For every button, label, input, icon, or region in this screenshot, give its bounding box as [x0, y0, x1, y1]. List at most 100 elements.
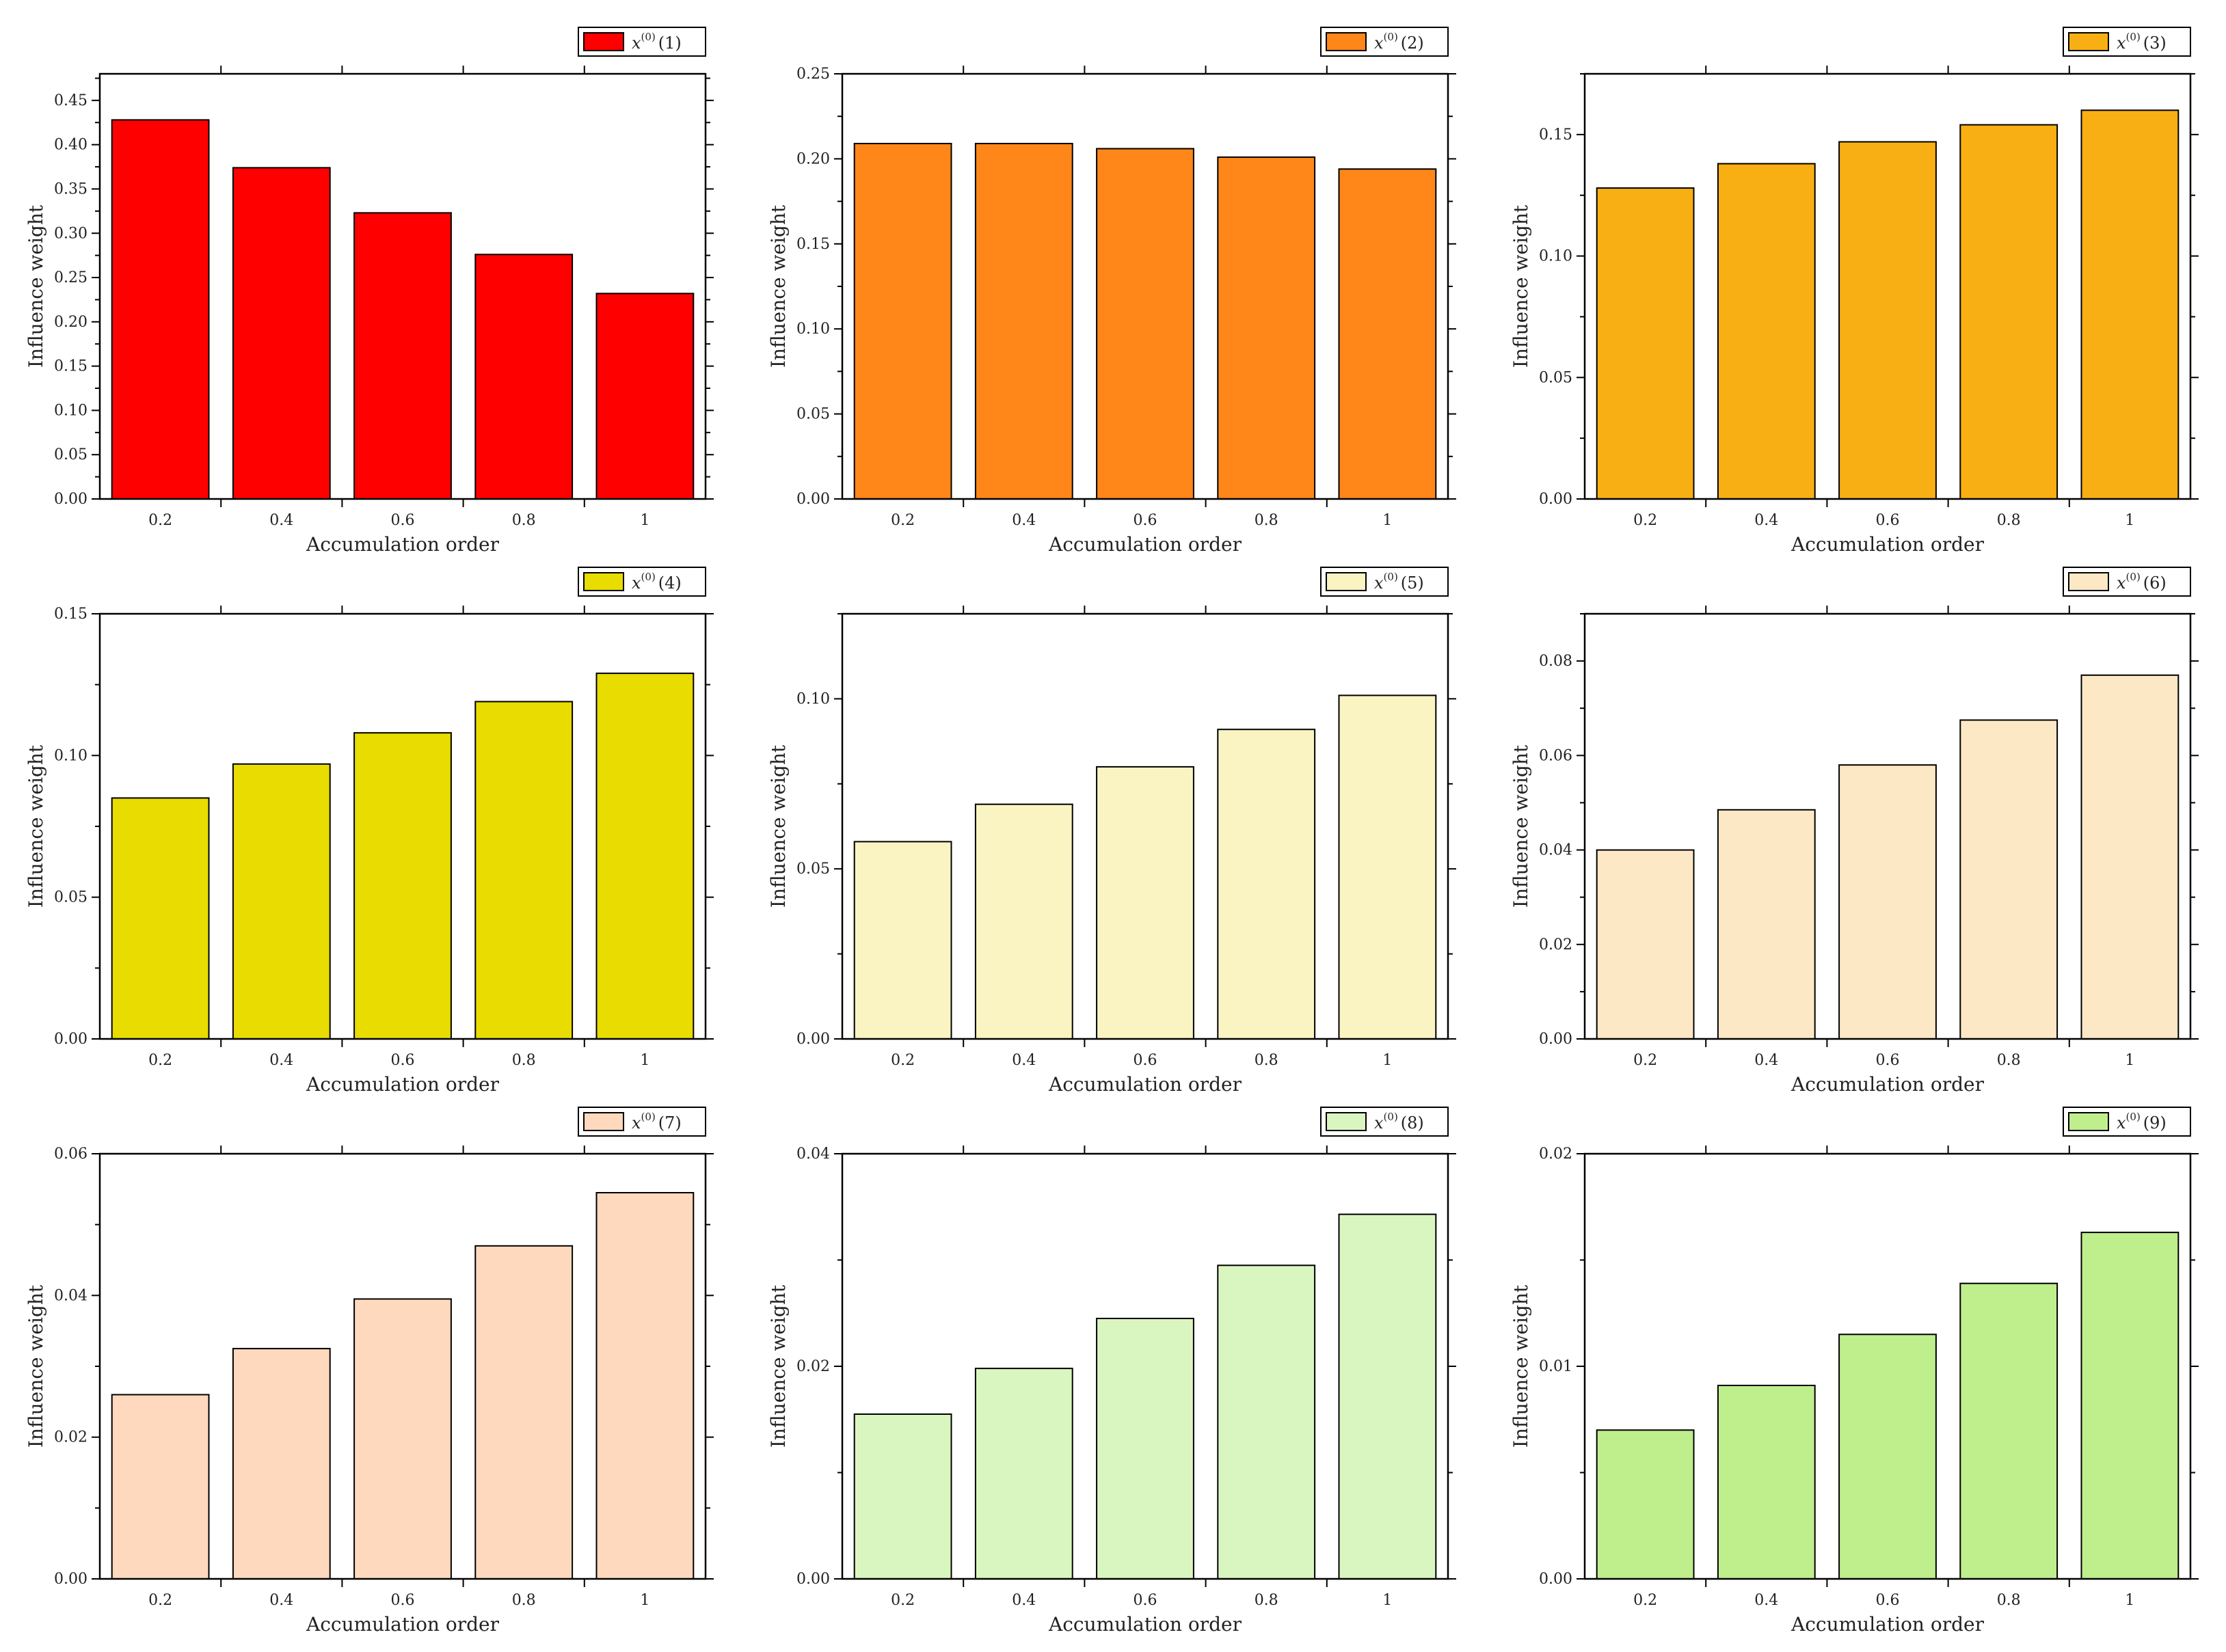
x-tick-label: 0.8 — [512, 512, 536, 529]
y-tick-label: 0.25 — [54, 269, 88, 286]
bar — [353, 212, 452, 500]
bar — [1596, 187, 1695, 500]
x-tick-label: 0.8 — [512, 1052, 536, 1069]
bar — [1217, 1264, 1316, 1580]
y-axis-label: Influence weight — [1510, 744, 1532, 908]
y-tick-label: 0.00 — [1539, 1571, 1572, 1588]
x-tick-label: 0.6 — [1876, 1592, 1900, 1609]
y-tick-label: 0.15 — [54, 358, 88, 375]
bar — [1338, 1213, 1437, 1580]
y-tick-label: 0.04 — [796, 1146, 830, 1163]
bar — [1717, 163, 1816, 500]
bar — [474, 1245, 574, 1580]
x-axis-label: Accumulation order — [1048, 533, 1242, 556]
x-tick-label: 0.6 — [1134, 1052, 1157, 1069]
x-tick-label: 0.4 — [1012, 1592, 1036, 1609]
y-tick-label: 0.05 — [54, 446, 88, 463]
x-tick-label: 1 — [2125, 512, 2134, 529]
y-axis-label: Influence weight — [1510, 204, 1532, 368]
y-tick-label: 0.10 — [796, 321, 830, 338]
legend: x(0) (7) — [578, 1107, 706, 1137]
y-tick-label: 0.30 — [54, 225, 88, 242]
bar — [2080, 109, 2180, 500]
x-tick-label: 0.6 — [391, 1052, 415, 1069]
x-axis-label: Accumulation order — [306, 533, 500, 556]
bar — [1959, 1282, 2059, 1580]
x-axis-label: Accumulation order — [1791, 1073, 1985, 1096]
panel-2: 0.00 0.05 0.10 0.15 0.20 0.25 0.2 0.4 0.6 0.8 1 Acc… — [767, 27, 1456, 556]
bar — [111, 119, 210, 500]
x-tick-label: 0.6 — [391, 512, 415, 529]
x-axis-label: Accumulation order — [1791, 533, 1985, 556]
y-axis-label: Influence weight — [767, 1284, 790, 1448]
y-tick-label: 0.05 — [54, 889, 88, 906]
x-tick-label: 0.2 — [891, 512, 915, 529]
legend: x(0) (8) — [1320, 1107, 1449, 1137]
x-tick-label: 0.8 — [1255, 512, 1278, 529]
bar — [232, 1348, 331, 1580]
y-tick-label: 0.35 — [54, 180, 88, 198]
bar — [853, 841, 952, 1040]
x-axis-label: Accumulation order — [1048, 1613, 1242, 1636]
x-tick-label: 0.4 — [1754, 1592, 1778, 1609]
y-tick-label: 0.05 — [796, 406, 830, 423]
legend-swatch — [2068, 32, 2109, 51]
legend-swatch — [1326, 1112, 1367, 1131]
bar — [974, 803, 1073, 1040]
y-tick-label: 0.00 — [796, 1031, 830, 1048]
legend-entry: x(0) (2) — [1374, 31, 1424, 53]
legend-swatch — [583, 572, 624, 591]
y-tick-label: 0.00 — [54, 491, 88, 508]
bar — [1959, 124, 2059, 500]
legend: x(0) (4) — [578, 567, 706, 597]
x-tick-label: 0.4 — [269, 512, 293, 529]
y-tick-label: 0.10 — [54, 747, 88, 764]
bar — [2080, 1232, 2180, 1580]
x-tick-label: 0.6 — [1876, 1052, 1900, 1069]
bar — [595, 293, 695, 500]
bar — [1096, 1318, 1194, 1580]
x-tick-label: 0.2 — [1633, 1592, 1657, 1609]
x-axis-label: Accumulation order — [1048, 1073, 1242, 1096]
legend: x(0) (6) — [2063, 567, 2191, 597]
y-tick-label: 0.04 — [54, 1287, 88, 1304]
bar — [353, 732, 452, 1040]
bar — [1717, 809, 1816, 1040]
y-axis-label: Influence weight — [1510, 1284, 1532, 1448]
y-tick-label: 0.00 — [54, 1571, 88, 1588]
y-tick-label: 0.00 — [54, 1031, 88, 1048]
legend-entry: x(0) (4) — [632, 571, 682, 593]
legend-entry: x(0) (8) — [1374, 1111, 1424, 1133]
x-tick-label: 0.2 — [1633, 1052, 1657, 1069]
panel-3: 0.00 0.05 0.10 0.15 0.2 0.4 0.6 0.8 1 Accumulatio… — [1510, 27, 2199, 556]
y-tick-label: 0.05 — [1539, 369, 1572, 386]
x-tick-label: 0.6 — [1134, 512, 1157, 529]
y-tick-label: 0.00 — [1539, 1031, 1572, 1048]
x-tick-label: 0.2 — [891, 1052, 915, 1069]
x-tick-label: 1 — [640, 1592, 649, 1609]
legend: x(0) (9) — [2063, 1107, 2191, 1137]
y-axis-label: Influence weight — [25, 204, 47, 368]
y-tick-label: 0.00 — [1539, 491, 1572, 508]
plot-frame — [98, 72, 707, 500]
x-axis-label: Accumulation order — [306, 1613, 500, 1636]
x-tick-label: 0.4 — [1754, 512, 1778, 529]
bar — [1596, 849, 1695, 1040]
legend-entry: x(0) (5) — [1374, 571, 1424, 593]
y-tick-label: 0.06 — [1539, 747, 1572, 764]
x-tick-label: 0.4 — [1012, 512, 1036, 529]
legend-swatch — [2068, 1112, 2109, 1131]
x-tick-label: 0.6 — [1876, 512, 1900, 529]
y-tick-label: 0.05 — [796, 861, 830, 878]
legend-swatch — [583, 32, 624, 51]
x-tick-label: 0.4 — [1754, 1052, 1778, 1069]
bar — [232, 167, 331, 500]
legend: x(0) (5) — [1320, 567, 1449, 597]
bar — [474, 254, 574, 500]
y-axis-label: Influence weight — [767, 204, 790, 368]
bar — [1838, 1333, 1937, 1580]
x-tick-label: 0.6 — [391, 1592, 415, 1609]
x-tick-label: 0.2 — [148, 512, 172, 529]
y-tick-label: 0.20 — [54, 314, 88, 331]
